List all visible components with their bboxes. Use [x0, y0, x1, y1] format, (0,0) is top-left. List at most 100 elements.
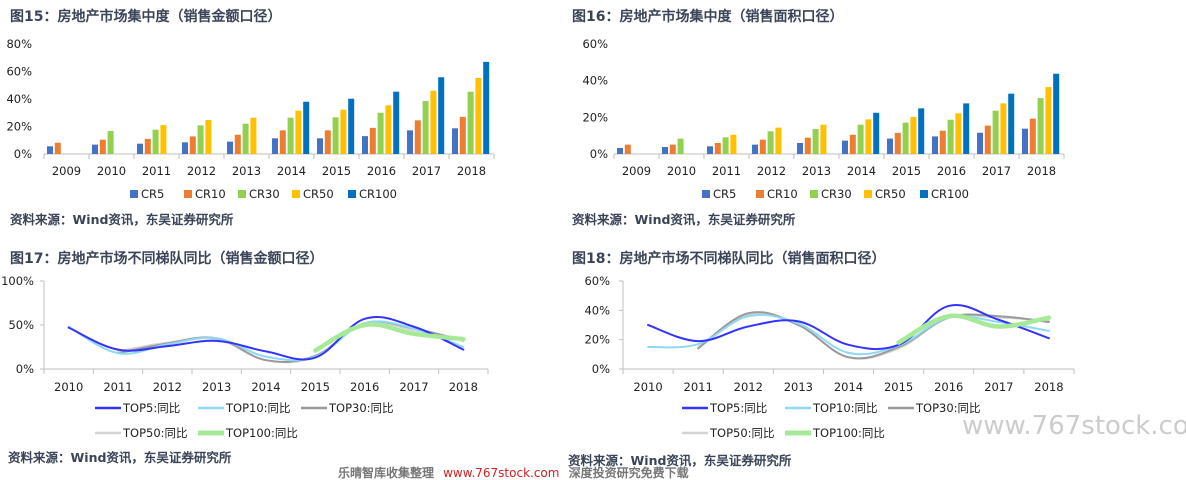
bar-cr10-2010	[99, 139, 106, 154]
legend-swatch-cr5	[130, 190, 138, 198]
legend-label-cr30: CR30	[249, 187, 280, 201]
y-tick-label: 60%	[584, 274, 610, 288]
x-tick-label: 2017	[982, 164, 1011, 178]
bar-cr50-2012	[205, 120, 212, 154]
bar-cr30-2012	[767, 131, 774, 154]
x-tick-label: 2016	[367, 164, 396, 178]
bar-cr100-2015	[918, 108, 925, 154]
bar-cr5-2016	[362, 136, 368, 154]
bar-cr10-2011	[144, 138, 151, 154]
bar-cr50-2017	[1000, 103, 1007, 154]
bar-cr50-2013	[250, 117, 257, 154]
bar-cr50-2015	[910, 116, 917, 154]
bar-cr50-2013	[820, 124, 827, 154]
bar-cr5-2017	[977, 132, 983, 154]
bar-cr5-2017	[407, 130, 413, 154]
bar-cr5-2018	[1022, 128, 1028, 154]
legend-swatch-cr10	[184, 190, 192, 198]
bar-cr5-2011	[707, 146, 713, 154]
y-tick-label: 60%	[582, 37, 608, 51]
bar-cr10-2015	[894, 132, 901, 154]
legend-label-top10: TOP10:同比	[225, 401, 291, 415]
bar-cr30-2012	[197, 125, 204, 154]
x-tick-label: 2010	[667, 164, 696, 178]
legend-swatch-cr30	[238, 190, 246, 198]
bar-cr50-2018	[475, 77, 482, 154]
x-tick-label: 2018	[449, 380, 478, 394]
legend-swatch-cr5	[702, 190, 710, 198]
x-tick-label: 2011	[103, 380, 132, 394]
line-top50	[697, 312, 1050, 360]
x-tick-label: 2010	[97, 164, 126, 178]
x-tick-label: 2012	[187, 164, 216, 178]
bar-cr5-2015	[317, 138, 323, 154]
x-tick-label: 2012	[153, 380, 182, 394]
line-top100	[896, 313, 1052, 345]
bar-cr5-2015	[887, 138, 893, 154]
bar-cr30-2016	[947, 119, 954, 154]
bar-cr100-2018	[1053, 73, 1060, 154]
bar-cr50-2011	[730, 134, 737, 154]
y-tick-label: 20%	[584, 333, 610, 347]
fig17-plot: 0% 50% 100% 2010 2011 2012 2013 2014 2015 2016 201…	[1, 274, 489, 440]
x-tick-label: 2015	[892, 164, 921, 178]
bar-cr50-2014	[865, 119, 872, 154]
line-top100	[313, 322, 466, 353]
legend-label-cr100: CR100	[359, 187, 397, 201]
y-tick-label: 50%	[8, 318, 34, 332]
y-tick-label: 100%	[1, 274, 34, 288]
y-tick-label: 40%	[6, 92, 32, 106]
bar-cr5-2010	[662, 147, 668, 154]
watermark-url[interactable]: www.767stock.com	[443, 466, 559, 480]
watermark-footer: 乐晴智库收集整理 www.767stock.com 深度投资研究免费下载	[338, 462, 689, 480]
fig17-title: 图17：房地产市场不同梯队同比（销售金额口径）	[10, 250, 323, 267]
legend-swatch-cr100	[920, 190, 928, 198]
legend-label-top30: TOP30:同比	[915, 401, 981, 415]
fig15-plot: 0% 20% 40% 60% 80% 2009 2010 2011 2012 2013 2014 20…	[6, 37, 495, 201]
x-tick-label: 2017	[412, 164, 441, 178]
bar-cr30-2013	[812, 129, 819, 154]
bar-cr10-2012	[759, 139, 766, 154]
fig15-title: 图15：房地产市场集中度（销售金额口径）	[10, 8, 281, 25]
bar-cr5-2013	[797, 143, 803, 154]
bar-cr50-2016	[385, 105, 392, 154]
x-tick-label: 2013	[784, 380, 813, 394]
fig18-plot: 0% 20% 40% 60% 2010 2011 2012 2013 2014 2015 2016 2…	[584, 274, 1075, 440]
fig16-plot: 0% 20% 40% 60% 2009 2010 2011 2012 2013 2014 2015 2…	[582, 37, 1065, 201]
y-tick-label: 0%	[590, 147, 608, 161]
bar-cr30-2016	[377, 112, 384, 154]
bar-cr50-2015	[340, 109, 347, 154]
watermark-left: 乐晴智库收集整理	[338, 465, 434, 480]
x-tick-label: 2010	[54, 380, 83, 394]
x-tick-label: 2013	[802, 164, 831, 178]
bar-cr50-2016	[955, 113, 962, 154]
fig17-source: 资料来源：Wind资讯，东吴证券研究所	[8, 450, 232, 465]
fig16-source: 资料来源：Wind资讯，东吴证券研究所	[572, 212, 796, 227]
x-tick-label: 2011	[142, 164, 171, 178]
bar-cr30-2015	[902, 122, 909, 154]
x-tick-label: 2009	[622, 164, 651, 178]
y-tick-label: 40%	[584, 303, 610, 317]
bar-cr50-2018	[1045, 87, 1052, 154]
bar-cr30-2018	[467, 91, 474, 154]
bar-cr100-2016	[963, 103, 970, 154]
y-tick-label: 20%	[582, 110, 608, 124]
x-tick-label: 2016	[934, 380, 963, 394]
legend-label-top30: TOP30:同比	[328, 401, 394, 415]
legend-label-top100: TOP100:同比	[812, 426, 885, 440]
bar-cr10-2016	[939, 130, 946, 154]
legend-label-cr50: CR50	[875, 187, 906, 201]
bar-cr30-2014	[857, 124, 864, 154]
legend-swatch-cr100	[348, 190, 356, 198]
legend-label-top50: TOP50:同比	[122, 426, 188, 440]
bar-cr30-2011	[722, 137, 729, 154]
x-tick-label: 2009	[52, 164, 81, 178]
bar-cr5-2014	[842, 140, 848, 154]
x-tick-label: 2011	[684, 380, 713, 394]
bar-cr10-2017	[414, 120, 421, 154]
x-tick-label: 2014	[847, 164, 876, 178]
bar-cr50-2017	[430, 90, 437, 154]
x-tick-label: 2013	[232, 164, 261, 178]
fig15-source: 资料来源：Wind资讯，东吴证券研究所	[10, 212, 234, 227]
